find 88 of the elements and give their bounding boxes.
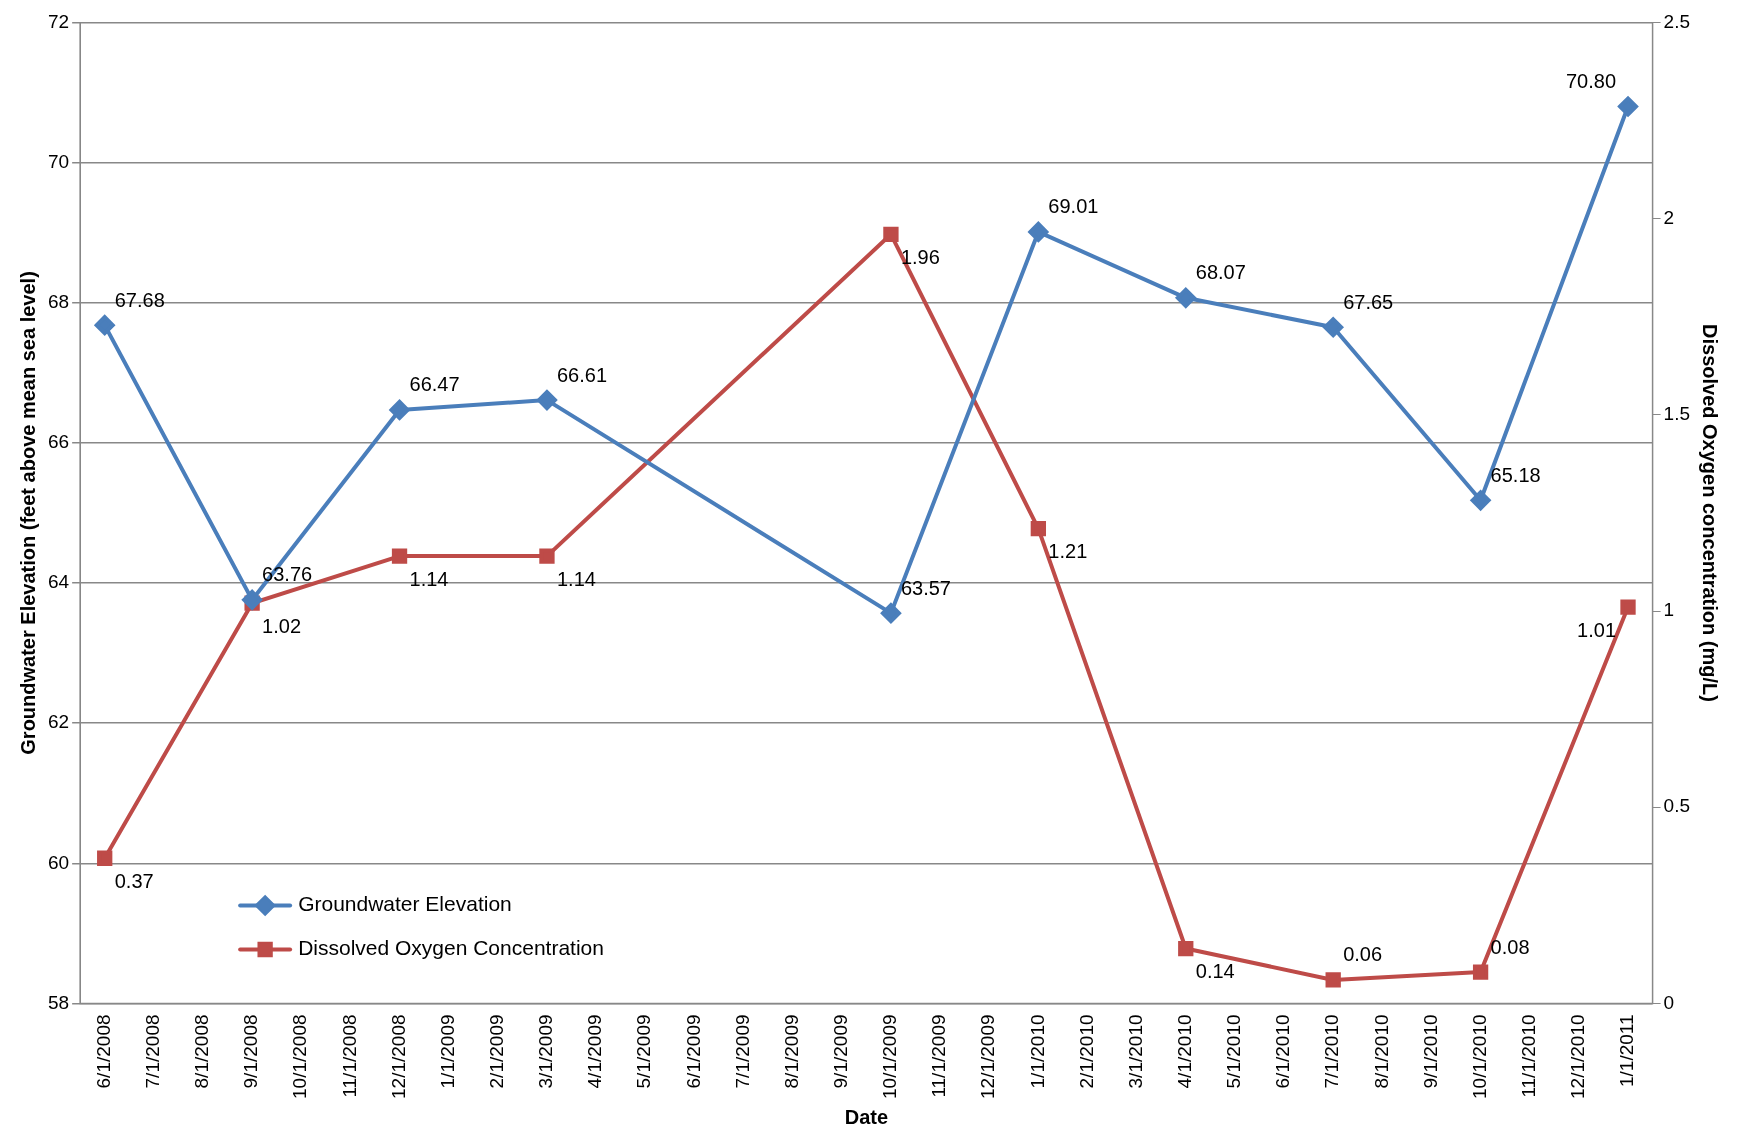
y2-axis-title: Dissolved Oxygen concentration (mg/L) bbox=[1699, 324, 1722, 702]
y-tick-label: 70 bbox=[47, 150, 70, 172]
y-tick-label: 58 bbox=[47, 991, 70, 1013]
y-tick-label: 64 bbox=[47, 571, 70, 593]
point bbox=[391, 548, 408, 564]
data-label: 67.68 bbox=[114, 288, 165, 311]
x-tick-label: 1/1/2009 bbox=[436, 1014, 458, 1089]
legend-label: Groundwater Elevation bbox=[298, 892, 512, 916]
data-label: 67.65 bbox=[1343, 290, 1394, 313]
x-tick-label: 9/1/2009 bbox=[830, 1014, 852, 1089]
point bbox=[880, 603, 901, 624]
point bbox=[1175, 287, 1196, 308]
point bbox=[1323, 317, 1344, 338]
x-tick-label: 11/1/2009 bbox=[928, 1014, 950, 1098]
x-tick-label: 9/1/2008 bbox=[240, 1014, 262, 1089]
y2-tick-label: 2 bbox=[1663, 206, 1675, 228]
point bbox=[94, 315, 115, 336]
y-tick-label: 60 bbox=[47, 851, 70, 873]
point bbox=[539, 548, 555, 564]
data-label: 0.14 bbox=[1195, 960, 1235, 983]
x-tick-label: 11/1/2010 bbox=[1517, 1014, 1539, 1098]
x-tick-label: 12/1/2008 bbox=[387, 1014, 409, 1100]
point bbox=[1030, 520, 1047, 537]
y2-tick-label: 0 bbox=[1663, 991, 1675, 1013]
x-tick-label: 7/1/2009 bbox=[731, 1014, 753, 1089]
x-tick-label: 10/1/2009 bbox=[879, 1014, 901, 1100]
x-tick-label: 12/1/2010 bbox=[1567, 1014, 1589, 1100]
x-tick-label: 2/1/2009 bbox=[486, 1014, 508, 1089]
y-tick-label: 62 bbox=[47, 711, 70, 733]
data-label: 1.14 bbox=[409, 567, 449, 590]
x-tick-label: 7/1/2010 bbox=[1321, 1014, 1343, 1089]
x-tick-label: 8/1/2008 bbox=[191, 1014, 213, 1089]
point bbox=[1178, 940, 1194, 957]
x-tick-label: 5/1/2010 bbox=[1223, 1014, 1245, 1089]
point bbox=[389, 399, 410, 420]
data-label: 63.57 bbox=[900, 576, 951, 599]
x-tick-label: 1/1/2010 bbox=[1026, 1014, 1048, 1089]
data-label: 65.18 bbox=[1490, 463, 1541, 486]
x-tick-label: 7/1/2008 bbox=[142, 1014, 164, 1089]
data-label: 68.07 bbox=[1195, 261, 1246, 284]
point bbox=[1325, 972, 1341, 988]
data-label: 69.01 bbox=[1048, 195, 1099, 218]
y-tick-label: 72 bbox=[47, 10, 70, 32]
data-label: 1.21 bbox=[1048, 540, 1088, 563]
x-tick-label: 3/1/2010 bbox=[1124, 1014, 1146, 1089]
point bbox=[883, 226, 899, 242]
data-label: 0.37 bbox=[114, 869, 154, 892]
y2-tick-label: 2.5 bbox=[1663, 10, 1691, 32]
y2-tick-label: 1 bbox=[1663, 599, 1675, 621]
x-tick-label: 6/1/2008 bbox=[92, 1014, 114, 1089]
legend-label: Dissolved Oxygen Concentration bbox=[298, 936, 604, 960]
y2-tick-label: 1.5 bbox=[1663, 403, 1691, 425]
data-label: 66.61 bbox=[556, 363, 608, 386]
x-tick-label: 3/1/2009 bbox=[535, 1014, 557, 1089]
point bbox=[97, 850, 113, 866]
point bbox=[536, 390, 557, 411]
data-label: 1.02 bbox=[262, 614, 302, 637]
point bbox=[1470, 490, 1491, 511]
x-axis-title: Date bbox=[844, 1105, 889, 1128]
y-tick-label: 66 bbox=[47, 431, 70, 453]
x-tick-label: 10/1/2008 bbox=[289, 1014, 311, 1100]
x-tick-label: 12/1/2009 bbox=[977, 1014, 999, 1100]
y2-tick-label: 0.5 bbox=[1663, 795, 1691, 817]
data-label: 0.06 bbox=[1343, 943, 1383, 966]
point bbox=[1618, 96, 1639, 117]
point bbox=[1472, 964, 1489, 980]
x-tick-label: 10/1/2010 bbox=[1468, 1014, 1490, 1100]
point bbox=[242, 589, 263, 610]
x-tick-label: 8/1/2010 bbox=[1370, 1014, 1392, 1089]
data-label: 66.47 bbox=[409, 373, 460, 396]
x-tick-label: 6/1/2010 bbox=[1272, 1014, 1294, 1089]
x-tick-label: 8/1/2009 bbox=[780, 1014, 802, 1089]
x-tick-label: 2/1/2010 bbox=[1075, 1014, 1097, 1089]
x-tick-label: 1/1/2011 bbox=[1616, 1014, 1638, 1088]
x-tick-label: 11/1/2008 bbox=[338, 1014, 360, 1098]
x-tick-label: 4/1/2009 bbox=[584, 1014, 606, 1089]
x-tick-label: 5/1/2009 bbox=[633, 1014, 655, 1089]
data-label: 1.14 bbox=[556, 567, 596, 590]
data-label: 0.08 bbox=[1490, 935, 1530, 958]
y-axis-title: Groundwater Elevation (feet above mean sea level) bbox=[16, 271, 39, 755]
data-label: 1.01 bbox=[1577, 618, 1617, 641]
x-tick-label: 6/1/2009 bbox=[682, 1014, 704, 1089]
x-tick-label: 9/1/2010 bbox=[1419, 1014, 1441, 1089]
point bbox=[1620, 599, 1636, 615]
point bbox=[1028, 221, 1049, 242]
data-label: 70.80 bbox=[1565, 70, 1617, 93]
x-tick-label: 4/1/2010 bbox=[1174, 1014, 1195, 1089]
y-tick-label: 68 bbox=[47, 290, 70, 312]
